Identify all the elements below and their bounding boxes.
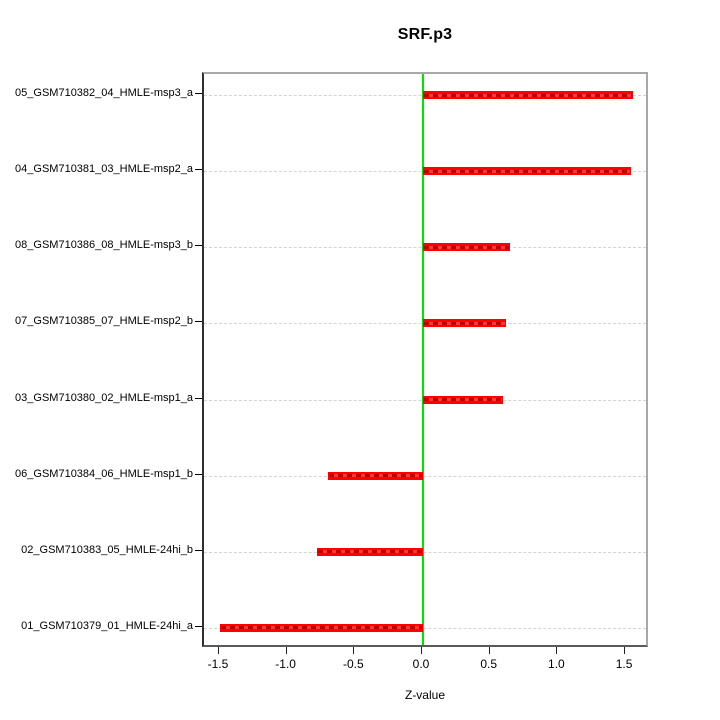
x-tick-label: -1.0 (275, 657, 296, 671)
bar-dash-pattern (318, 550, 422, 554)
bar (423, 395, 503, 404)
plot-area (202, 72, 648, 647)
bar-dash-pattern (424, 169, 631, 173)
y-tick (195, 397, 202, 399)
bar-dash-pattern (220, 626, 422, 630)
bar (219, 623, 423, 632)
x-tick (624, 647, 626, 654)
y-tick (195, 321, 202, 323)
x-tick (353, 647, 355, 654)
y-tick (195, 245, 202, 247)
bar (423, 319, 506, 328)
category-label: 07_GSM710385_07_HMLE-msp2_b (15, 315, 193, 328)
zero-reference-line (422, 74, 424, 645)
category-label: 02_GSM710383_05_HMLE-24hi_b (21, 543, 193, 556)
bar (317, 547, 423, 556)
bar-dash-pattern (424, 321, 505, 325)
y-tick (195, 169, 202, 171)
y-tick (195, 625, 202, 627)
y-tick (195, 93, 202, 94)
x-tick (285, 647, 287, 654)
bar (423, 91, 633, 99)
x-tick (488, 647, 490, 654)
x-tick-label: 0.0 (412, 657, 430, 671)
x-tick (421, 647, 422, 654)
category-label: 03_GSM710380_02_HMLE-msp1_a (15, 391, 193, 404)
bar-dash-pattern (424, 398, 502, 402)
x-tick-label: -0.5 (342, 657, 364, 671)
category-label: 04_GSM710381_03_HMLE-msp2_a (15, 163, 193, 176)
x-tick-label: -1.5 (207, 657, 229, 671)
bar (423, 243, 510, 252)
x-tick (217, 647, 219, 654)
bar-dash-pattern (329, 474, 422, 478)
grid-line (204, 627, 646, 629)
y-tick (195, 549, 202, 551)
bar (423, 167, 632, 176)
chart-title: SRF.p3 (397, 26, 453, 43)
category-label: 01_GSM710379_01_HMLE-24hi_a (21, 619, 193, 632)
bar-dash-pattern (424, 93, 632, 97)
grid-line (204, 551, 646, 553)
y-tick (195, 473, 202, 475)
category-label: 05_GSM710382_04_HMLE-msp3_a (15, 87, 193, 99)
bar-dash-pattern (424, 245, 509, 249)
bar (328, 471, 423, 480)
grid-line (204, 475, 646, 477)
x-tick (556, 647, 558, 654)
x-axis-title: Z-value (404, 688, 445, 702)
x-tick-label: 0.5 (480, 657, 498, 671)
category-label: 06_GSM710384_06_HMLE-msp1_b (15, 467, 193, 480)
x-tick-label: 1.5 (615, 657, 633, 671)
category-label: 08_GSM710386_08_HMLE-msp3_b (15, 239, 193, 252)
x-tick-label: 1.0 (548, 657, 565, 671)
